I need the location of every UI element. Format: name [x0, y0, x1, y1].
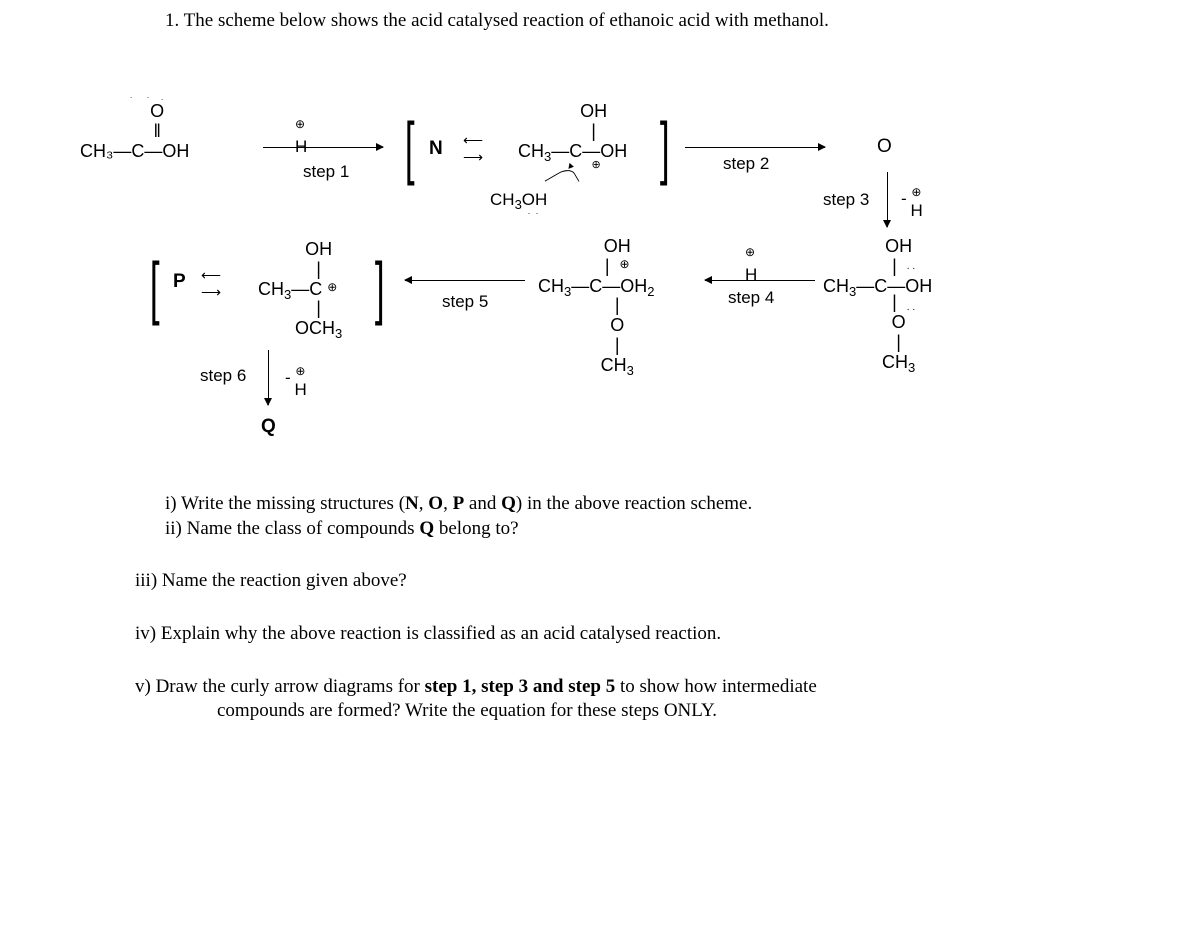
- reaction-scheme: . . . O ‖ CH₃—C—OH ⊕H step 1 [ N ⟵⟶ OH |…: [165, 72, 1035, 452]
- q-ii: ii) Name the class of compounds Q belong…: [165, 518, 519, 539]
- letter-n: N: [429, 139, 443, 160]
- minus-h-6: - ⊕ H: [285, 360, 307, 400]
- step2-label: step 2: [723, 154, 769, 174]
- bracket-left-2: [: [150, 247, 160, 327]
- struct-tetrahedral-right: OH |. . CH3—C—OH |. . O | CH3: [865, 237, 932, 373]
- step5-label: step 5: [442, 292, 488, 312]
- struct-oxonium: OH | ⊕ CH3—C—OH2 | O | CH3: [580, 237, 654, 376]
- q-v-line2: compounds are formed? Write the equation…: [135, 700, 717, 721]
- arrow-step2: [685, 147, 825, 148]
- minus-h-3: - ⊕ H: [901, 181, 923, 221]
- struct-oxocarbenium: OH | CH3—C ⊕ | OCH3: [295, 240, 342, 339]
- arrow-step6: [268, 350, 269, 405]
- plus-h-1: ⊕H: [295, 117, 307, 157]
- bracket-right-1: ]: [660, 107, 670, 187]
- q-v-line1: v) Draw the curly arrow diagrams for ste…: [135, 676, 817, 697]
- sub-questions: i) Write the missing structures (N, O, P…: [165, 492, 1035, 724]
- q-i: i) Write the missing structures (N, O, P…: [165, 493, 752, 514]
- equilibrium-1: ⟵⟶: [463, 132, 483, 166]
- step6-label: step 6: [200, 366, 246, 386]
- arrow-step5: [405, 280, 525, 281]
- struct-ethanoic-acid: . . . O ‖ CH₃—C—OH: [125, 102, 189, 161]
- step1-label: step 1: [303, 162, 349, 182]
- plus-h-4: ⊕H: [745, 245, 757, 285]
- bracket-left-1: [: [405, 107, 415, 187]
- arrow-step1: [263, 147, 383, 148]
- step4-label: step 4: [728, 288, 774, 308]
- arrow-step4: [705, 280, 815, 281]
- letter-o: O: [877, 137, 892, 158]
- question-prompt: 1. The scheme below shows the acid catal…: [165, 10, 1035, 32]
- equilibrium-2: ⟵⟶: [201, 267, 221, 301]
- letter-q: Q: [261, 417, 276, 438]
- bracket-right-2: ]: [375, 247, 385, 327]
- letter-p: P: [173, 272, 186, 293]
- struct-protonated: OH | CH3—C—OH ⊕: [560, 102, 627, 171]
- q-iv: iv) Explain why the above reaction is cl…: [135, 622, 1035, 647]
- q-iii: iii) Name the reaction given above?: [135, 569, 1035, 594]
- step3-label: step 3: [823, 190, 869, 210]
- arrow-step3: [887, 172, 888, 227]
